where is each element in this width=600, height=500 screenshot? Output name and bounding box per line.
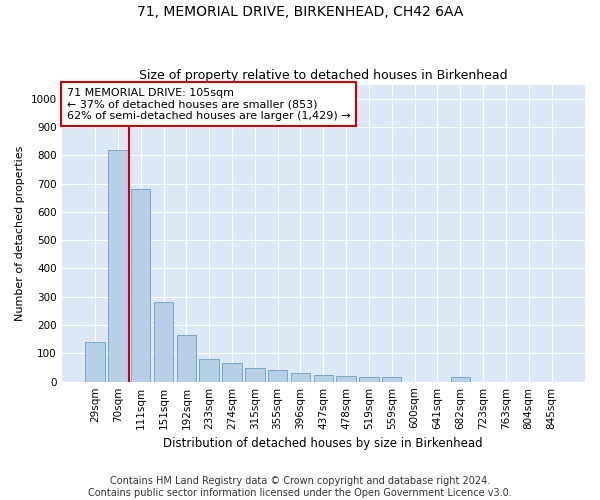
Bar bbox=[108, 150, 128, 382]
Bar bbox=[176, 335, 196, 382]
Bar bbox=[222, 364, 242, 382]
Bar bbox=[314, 374, 333, 382]
Bar bbox=[199, 359, 219, 382]
Bar bbox=[154, 302, 173, 382]
Bar bbox=[451, 376, 470, 382]
Text: Contains HM Land Registry data © Crown copyright and database right 2024.
Contai: Contains HM Land Registry data © Crown c… bbox=[88, 476, 512, 498]
Text: 71, MEMORIAL DRIVE, BIRKENHEAD, CH42 6AA: 71, MEMORIAL DRIVE, BIRKENHEAD, CH42 6AA bbox=[137, 5, 463, 19]
Bar bbox=[382, 378, 401, 382]
Bar bbox=[359, 378, 379, 382]
Bar bbox=[268, 370, 287, 382]
Bar bbox=[245, 368, 265, 382]
Bar bbox=[337, 376, 356, 382]
Bar bbox=[85, 342, 105, 382]
Bar bbox=[291, 373, 310, 382]
X-axis label: Distribution of detached houses by size in Birkenhead: Distribution of detached houses by size … bbox=[163, 437, 483, 450]
Text: 71 MEMORIAL DRIVE: 105sqm
← 37% of detached houses are smaller (853)
62% of semi: 71 MEMORIAL DRIVE: 105sqm ← 37% of detac… bbox=[67, 88, 350, 120]
Title: Size of property relative to detached houses in Birkenhead: Size of property relative to detached ho… bbox=[139, 69, 508, 82]
Bar bbox=[131, 190, 151, 382]
Y-axis label: Number of detached properties: Number of detached properties bbox=[15, 146, 25, 321]
